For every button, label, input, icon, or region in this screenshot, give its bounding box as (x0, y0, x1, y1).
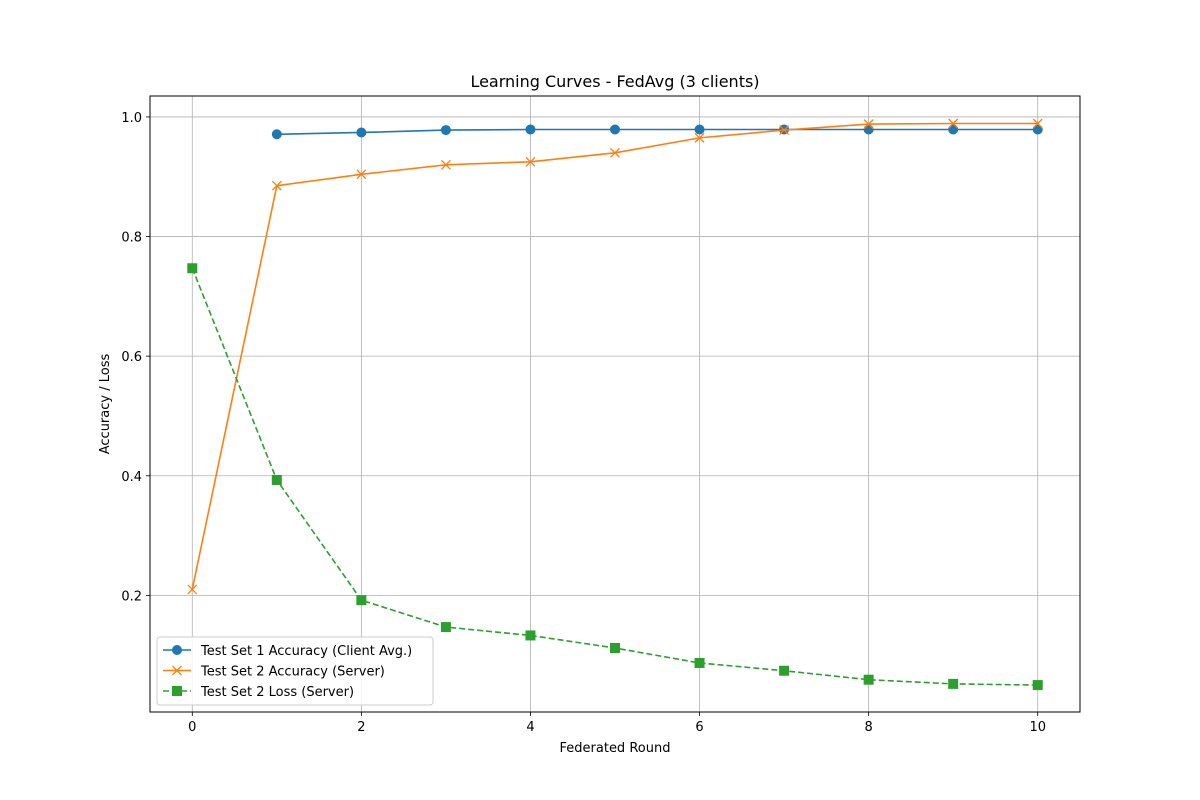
data-point (440, 622, 451, 633)
data-point (948, 678, 959, 689)
plot-frame (149, 95, 1081, 713)
data-point (271, 129, 282, 140)
data-point (863, 119, 874, 130)
legend-marker (172, 686, 182, 696)
data-point (1032, 118, 1043, 129)
legend-label: Test Set 1 Accuracy (Client Avg.) (200, 644, 412, 659)
data-point (356, 595, 367, 606)
x-tick-label: 6 (695, 720, 703, 735)
y-tick-label: 0.4 (121, 470, 142, 485)
data-point (187, 584, 198, 595)
x-tick-label: 0 (188, 720, 196, 735)
legend-item: Test Set 1 Accuracy (Client Avg.) (163, 644, 412, 659)
data-point (356, 127, 367, 138)
legend-marker (172, 665, 182, 676)
data-point (610, 124, 620, 135)
data-point (525, 156, 536, 167)
data-point (1032, 124, 1043, 135)
grid-lines (150, 96, 1080, 712)
x-tick-label: 8 (864, 720, 872, 735)
y-tick-label: 0.6 (121, 350, 142, 365)
x-axis-label: Federated Round (560, 741, 671, 756)
data-point (948, 124, 959, 135)
x-tick-label: 2 (357, 720, 365, 735)
axis-ticks: 0 2 4 6 8 10 0.2 0.4 0.6 0.8 1.0 (121, 111, 1046, 735)
data-point (440, 125, 451, 136)
data-point (1032, 680, 1043, 691)
data-point (694, 124, 705, 135)
data-point (863, 674, 874, 685)
series-line (276, 128, 1038, 136)
data-point (779, 125, 790, 136)
series-line (191, 267, 1038, 686)
data-point (271, 474, 282, 485)
data-point (610, 147, 620, 158)
series-3 (187, 263, 1043, 691)
legend-marker (172, 645, 182, 655)
x-tick-label: 10 (1029, 720, 1046, 735)
legend-label: Test Set 2 Accuracy (Server) (200, 665, 385, 680)
data-point (779, 665, 790, 676)
data-point (610, 643, 620, 654)
series-2 (187, 118, 1043, 595)
y-tick-label: 1.0 (121, 111, 142, 126)
data-point (525, 124, 536, 135)
x-tick-label: 4 (526, 720, 534, 735)
data-point (694, 132, 705, 143)
data-point (440, 159, 451, 170)
series-layer (187, 118, 1043, 691)
y-axis-label: Accuracy / Loss (98, 354, 113, 455)
legend-box (156, 636, 434, 706)
y-tick-label: 0.8 (121, 231, 142, 246)
data-point (694, 657, 705, 668)
legend-label: Test Set 2 Loss (Server) (200, 685, 354, 700)
data-point (948, 118, 959, 129)
y-tick-label: 0.2 (121, 589, 142, 604)
legend-item: Test Set 2 Accuracy (Server) (163, 665, 385, 680)
chart-title: Learning Curves - FedAvg (3 clients) (470, 72, 759, 91)
legend: Test Set 1 Accuracy (Client Avg.) Test Se… (156, 636, 434, 706)
data-point (271, 180, 282, 191)
data-point (356, 169, 367, 180)
data-point (187, 263, 198, 274)
data-point (525, 630, 536, 641)
legend-item: Test Set 2 Loss (Server) (163, 685, 354, 700)
series-1 (271, 124, 1043, 140)
